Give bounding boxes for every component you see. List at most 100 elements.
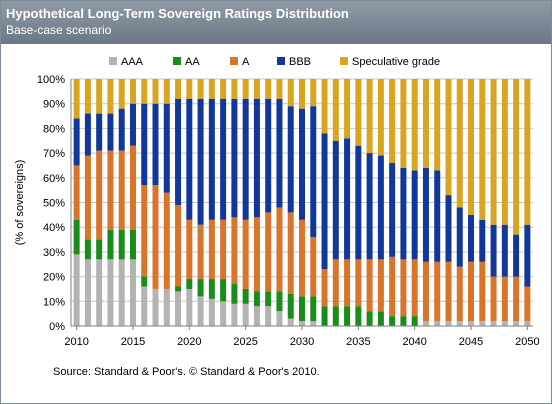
bar-segment bbox=[276, 98, 283, 208]
bar-segment bbox=[400, 259, 407, 317]
y-tick-label: 30% bbox=[43, 247, 65, 259]
bar-segment bbox=[208, 279, 215, 299]
bar-stack-2024 bbox=[231, 79, 238, 326]
bar-segment bbox=[186, 79, 193, 99]
bar-segment bbox=[445, 195, 452, 262]
bar-segment bbox=[84, 239, 91, 260]
bar-segment bbox=[73, 254, 80, 326]
bar-segment bbox=[141, 276, 148, 287]
bar-segment bbox=[310, 106, 317, 238]
bar-segment bbox=[231, 284, 238, 304]
bar-segment bbox=[366, 79, 373, 154]
bar-segment bbox=[445, 79, 452, 196]
bar-segment bbox=[287, 106, 294, 213]
bar-segment bbox=[524, 321, 531, 326]
bar-segment bbox=[468, 321, 475, 326]
bar-segment bbox=[366, 153, 373, 260]
bar-segment bbox=[332, 306, 339, 326]
bar-segment bbox=[141, 103, 148, 186]
bar-segment bbox=[377, 259, 384, 312]
bar-stack-2036 bbox=[366, 79, 373, 326]
bar-segment bbox=[355, 259, 362, 307]
bar-stack-2034 bbox=[344, 79, 351, 326]
bar-segment bbox=[355, 306, 362, 326]
bar-segment bbox=[479, 219, 486, 262]
bar-stack-2012 bbox=[96, 79, 103, 326]
bar-segment bbox=[287, 212, 294, 294]
bar-segment bbox=[344, 79, 351, 139]
bar-segment bbox=[129, 259, 136, 326]
bar-segment bbox=[186, 279, 193, 289]
source-note: Source: Standard & Poor's. © Standard & … bbox=[53, 366, 320, 378]
chart-title: Hypothetical Long-Term Sovereign Ratings… bbox=[6, 6, 349, 21]
legend-swatch bbox=[230, 57, 238, 65]
bar-segment bbox=[231, 303, 238, 326]
bar-segment bbox=[468, 214, 475, 262]
bar-stack-2023 bbox=[220, 79, 227, 326]
bar-stack-2029 bbox=[287, 79, 294, 326]
bar-stack-2048 bbox=[501, 79, 508, 326]
bar-segment bbox=[96, 79, 103, 114]
bar-segment bbox=[479, 321, 486, 326]
x-tick-label: 2010 bbox=[64, 336, 88, 348]
bar-stack-2016 bbox=[141, 79, 148, 326]
bar-segment bbox=[310, 296, 317, 322]
bar-segment bbox=[479, 79, 486, 220]
bar-segment bbox=[287, 293, 294, 319]
bar-stack-2050 bbox=[524, 79, 531, 326]
y-axis-label: (% of sovereigns) bbox=[14, 160, 26, 246]
bar-segment bbox=[163, 103, 170, 193]
legend-swatch bbox=[277, 57, 285, 65]
bar-segment bbox=[253, 291, 260, 307]
bar-segment bbox=[389, 162, 396, 257]
bar-segment bbox=[310, 237, 317, 297]
bar-segment bbox=[490, 79, 497, 225]
x-tick-label: 2025 bbox=[233, 336, 257, 348]
bar-segment bbox=[276, 207, 283, 292]
bar-segment bbox=[96, 113, 103, 151]
y-tick-label: 0% bbox=[49, 321, 65, 333]
y-tick-label: 70% bbox=[43, 148, 65, 160]
bar-segment bbox=[366, 311, 373, 326]
y-tick-label: 90% bbox=[43, 99, 65, 111]
bar-segment bbox=[321, 79, 328, 134]
bar-segment bbox=[490, 224, 497, 277]
bar-segment bbox=[422, 167, 429, 262]
legend-label: Speculative grade bbox=[352, 56, 440, 68]
bar-stack-2017 bbox=[152, 79, 159, 326]
x-tick-label: 2035 bbox=[346, 336, 370, 348]
bar-segment bbox=[299, 79, 305, 109]
bar-segment bbox=[208, 79, 215, 99]
bar-segment bbox=[96, 239, 103, 260]
bar-segment bbox=[175, 98, 182, 205]
bar-segment bbox=[389, 316, 396, 326]
legend: AAA AA A BBB Speculative grade bbox=[109, 56, 440, 68]
bar-segment bbox=[287, 318, 294, 326]
bar-stack-2027 bbox=[265, 79, 272, 326]
bar-segment bbox=[242, 219, 249, 289]
bar-segment bbox=[220, 279, 227, 302]
bar-segment bbox=[118, 229, 125, 260]
bar-segment bbox=[107, 150, 114, 230]
bar-segment bbox=[524, 224, 531, 287]
bar-stack-2021 bbox=[197, 79, 204, 326]
bar-segment bbox=[253, 217, 260, 292]
bar-segment bbox=[344, 138, 351, 260]
legend-item: Speculative grade bbox=[340, 56, 440, 68]
bar-segment bbox=[389, 79, 396, 163]
bar-stack-2041 bbox=[422, 79, 429, 326]
bar-segment bbox=[242, 303, 249, 326]
bar-segment bbox=[231, 79, 238, 99]
bar-segment bbox=[107, 229, 114, 260]
bar-segment bbox=[84, 259, 91, 326]
bar-segment bbox=[434, 321, 441, 326]
bar-segment bbox=[501, 224, 508, 277]
bar-segment bbox=[468, 79, 475, 215]
bar-segment bbox=[197, 296, 204, 326]
bar-segment bbox=[265, 306, 272, 326]
bar-segment bbox=[197, 224, 204, 280]
bar-segment bbox=[490, 321, 497, 326]
bar-stack-2015 bbox=[129, 79, 136, 326]
bar-segment bbox=[377, 311, 384, 326]
bar-stack-2037 bbox=[377, 79, 384, 326]
